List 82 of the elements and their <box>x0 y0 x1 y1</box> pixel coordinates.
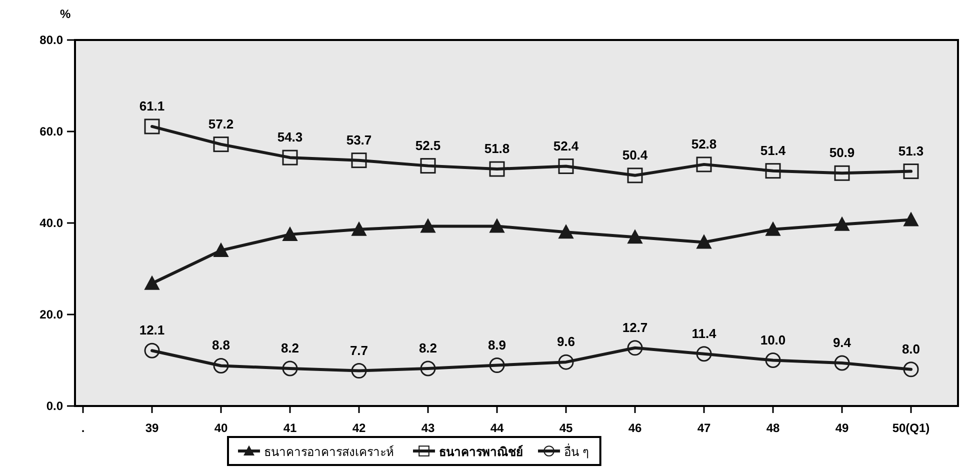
x-tick-label: 50(Q1) <box>892 421 930 435</box>
data-label: 51.4 <box>760 142 786 158</box>
x-tick-label: 39 <box>145 421 159 435</box>
point <box>558 158 574 174</box>
point <box>214 242 228 257</box>
x-tick-label: 45 <box>559 421 573 435</box>
data-label: 52.5 <box>415 138 441 153</box>
point <box>834 165 850 181</box>
point <box>903 362 919 378</box>
point <box>558 224 574 239</box>
point <box>765 163 781 179</box>
point <box>282 360 298 376</box>
data-label: 12.1 <box>139 322 165 338</box>
x-tick-label: 42 <box>352 421 366 435</box>
data-label: 8.2 <box>280 340 300 356</box>
point <box>282 226 298 241</box>
data-label: 61.1 <box>139 98 165 114</box>
legend-label: ธนาคารอาคารสงเคราะห์ <box>264 445 394 459</box>
point <box>351 363 367 379</box>
y-tick-label: 20.0 <box>40 308 64 322</box>
x-tick-label: 44 <box>490 421 504 435</box>
x-tick-label: . <box>81 421 85 435</box>
point <box>696 234 712 249</box>
point <box>213 358 229 374</box>
point <box>834 355 850 371</box>
data-label: 11.4 <box>692 326 718 341</box>
point <box>490 218 504 233</box>
x-tick-label: 46 <box>628 421 642 435</box>
point <box>627 168 643 184</box>
data-label: 52.8 <box>691 136 717 152</box>
point <box>628 230 642 244</box>
point <box>420 218 436 233</box>
point <box>696 156 712 172</box>
point <box>766 222 780 236</box>
data-label: 8.2 <box>418 340 438 356</box>
point <box>352 222 366 236</box>
point <box>420 158 436 174</box>
y-tick-label: 60.0 <box>40 124 64 138</box>
data-label: 50.9 <box>829 145 855 160</box>
x-tick-label: 48 <box>766 421 780 435</box>
point <box>904 212 918 226</box>
point <box>489 358 505 374</box>
data-label: 8.8 <box>212 338 230 353</box>
point <box>627 340 643 356</box>
data-label: 7.7 <box>350 342 368 358</box>
point <box>489 161 505 177</box>
data-label: 50.4 <box>622 147 648 162</box>
point <box>144 276 160 290</box>
x-tick-label: 49 <box>835 421 849 435</box>
point <box>282 150 298 166</box>
point <box>558 354 574 370</box>
data-label: 8.0 <box>902 341 920 356</box>
data-label: 54.3 <box>277 130 303 145</box>
point <box>144 342 160 358</box>
point <box>144 118 160 134</box>
x-tick-label: 40 <box>214 421 228 435</box>
point <box>696 346 712 362</box>
data-label: 9.6 <box>556 334 576 350</box>
data-label: 9.4 <box>832 334 852 350</box>
data-label: 51.3 <box>898 143 924 158</box>
point <box>834 216 850 231</box>
legend-label: อื่น ๆ <box>564 443 588 459</box>
x-tick-label: 47 <box>697 421 711 435</box>
data-label: 51.8 <box>484 141 510 156</box>
legend-label: ธนาคารพาณิชย์ <box>439 445 523 459</box>
y-axis-title: % <box>60 7 71 21</box>
data-label: 57.2 <box>208 116 234 132</box>
x-tick-label: 41 <box>283 421 297 435</box>
data-label: 8.9 <box>488 337 506 352</box>
x-tick-label: 43 <box>421 421 435 435</box>
point <box>213 136 229 152</box>
point <box>765 352 781 368</box>
point <box>903 164 919 180</box>
data-label: 52.4 <box>553 138 580 154</box>
y-tick-label: 80.0 <box>40 33 64 47</box>
y-tick-label: 40.0 <box>40 216 64 230</box>
y-tick-label: 0.0 <box>46 399 64 413</box>
data-label: 12.7 <box>622 320 648 335</box>
data-label: 53.7 <box>346 132 372 148</box>
point <box>351 152 367 168</box>
point <box>420 360 436 376</box>
data-label: 10.0 <box>760 332 786 348</box>
